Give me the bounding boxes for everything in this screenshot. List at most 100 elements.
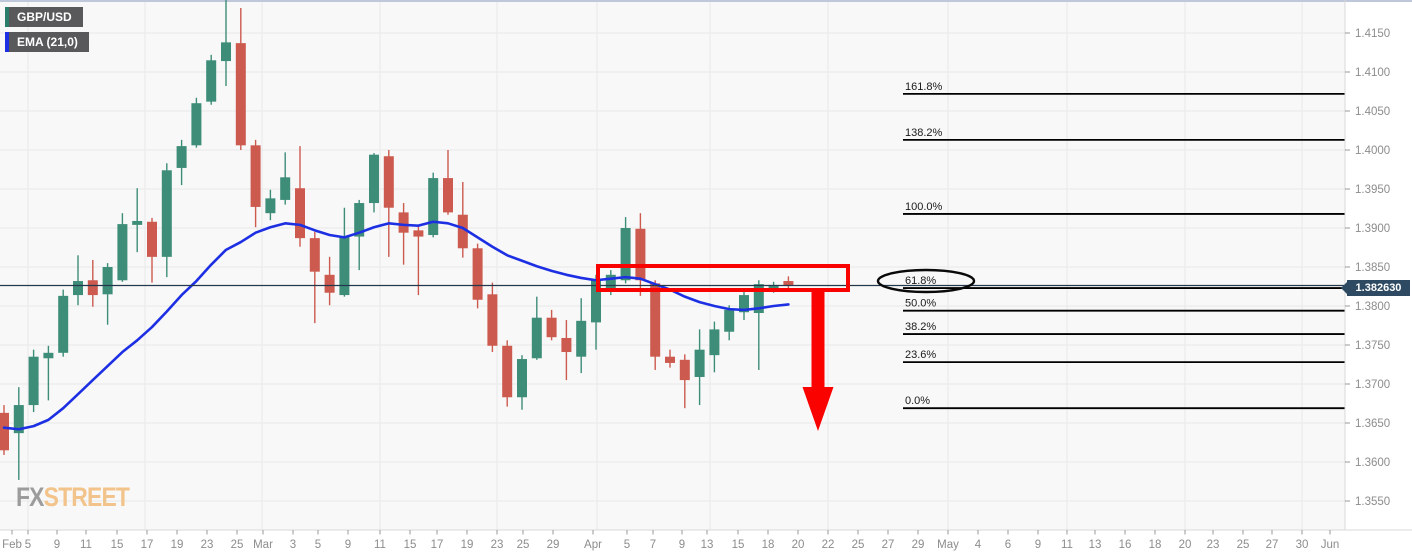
time-axis-label[interactable]: Feb	[2, 539, 22, 551]
candle	[280, 177, 291, 200]
candle	[665, 356, 675, 363]
candle	[724, 309, 735, 332]
candle	[117, 224, 128, 281]
candle	[605, 274, 616, 290]
time-axis-label[interactable]: 5	[315, 539, 321, 551]
price-axis-label[interactable]: 1.4050	[1355, 106, 1390, 118]
time-axis-label[interactable]: 23	[201, 539, 214, 551]
price-axis-label[interactable]: 1.3650	[1355, 418, 1390, 430]
fib-level-label: 50.0%	[905, 298, 936, 310]
price-axis-label[interactable]: 1.3600	[1355, 457, 1390, 469]
time-axis-label[interactable]: 20	[792, 539, 805, 551]
candle	[132, 220, 143, 225]
time-axis-label[interactable]: 17	[431, 539, 444, 551]
price-axis-label[interactable]: 1.3750	[1355, 340, 1390, 352]
candle	[221, 42, 231, 62]
price-axis-label[interactable]: 1.4000	[1355, 145, 1390, 157]
time-axis-label[interactable]: 17	[141, 539, 154, 551]
time-axis-label[interactable]: Jun	[1321, 539, 1340, 551]
time-axis-label[interactable]: May	[937, 539, 959, 551]
candle	[295, 188, 305, 239]
time-axis-label[interactable]: 11	[374, 539, 386, 551]
time-axis-label[interactable]: 25	[852, 539, 865, 551]
time-axis-label[interactable]: 19	[171, 539, 184, 551]
time-axis-label[interactable]: 20	[1179, 539, 1192, 551]
time-axis-label[interactable]: 23	[491, 539, 504, 551]
candle	[679, 359, 690, 381]
time-axis-label[interactable]: 6	[1005, 539, 1011, 551]
price-axis-label[interactable]: 1.3850	[1355, 262, 1390, 274]
candle	[620, 228, 631, 281]
symbol-badge[interactable]: GBP/USD	[5, 7, 83, 27]
candle	[0, 412, 9, 451]
time-axis-label[interactable]: 18	[1149, 539, 1162, 551]
last-price-badge: 1.382630	[1341, 280, 1410, 296]
candle	[102, 267, 113, 295]
time-axis-label[interactable]: 13	[1089, 539, 1102, 551]
candle	[383, 156, 394, 208]
time-axis-label[interactable]: 27	[1266, 539, 1279, 551]
resistance-rectangle	[596, 264, 850, 292]
price-axis-label[interactable]: 1.4100	[1355, 67, 1390, 79]
time-axis-label[interactable]: 5	[25, 539, 31, 551]
time-axis-label[interactable]: 29	[547, 539, 560, 551]
time-axis-label[interactable]: 27	[882, 539, 895, 551]
candle	[768, 284, 779, 290]
candle	[369, 154, 379, 204]
time-axis-label[interactable]: 9	[345, 539, 351, 551]
candle	[517, 359, 527, 398]
time-axis-label[interactable]: 22	[822, 539, 835, 551]
down-arrow-head	[802, 387, 834, 431]
candle	[709, 329, 720, 356]
price-axis-label[interactable]: 1.4150	[1355, 28, 1390, 40]
time-axis-label[interactable]: 19	[461, 539, 474, 551]
candle	[694, 349, 705, 377]
time-axis-label[interactable]: 15	[111, 539, 124, 551]
time-axis-label[interactable]: 30	[1296, 539, 1309, 551]
candle	[73, 281, 83, 296]
fxstreet-logo: FXSTREET	[16, 482, 130, 513]
fib-level-label: 0.0%	[905, 395, 930, 407]
time-axis-label[interactable]: 13	[701, 539, 714, 551]
candle	[413, 230, 424, 237]
time-axis-label[interactable]: 11	[80, 539, 92, 551]
price-axis-label[interactable]: 1.3900	[1355, 223, 1390, 235]
time-axis-label[interactable]: 18	[762, 539, 775, 551]
time-axis-label[interactable]: 29	[912, 539, 925, 551]
time-axis-label[interactable]: 15	[404, 539, 417, 551]
top-border	[0, 0, 1412, 2]
candle	[635, 228, 646, 281]
price-axis-label[interactable]: 1.3950	[1355, 184, 1390, 196]
candle	[87, 280, 98, 296]
indicator-badge[interactable]: EMA (21,0)	[5, 32, 89, 52]
time-axis-label[interactable]: 25	[231, 539, 244, 551]
candle	[561, 337, 572, 353]
time-axis-label[interactable]: 25	[517, 539, 530, 551]
time-axis-label[interactable]: 9	[1035, 539, 1041, 551]
time-axis-label[interactable]: 25	[1237, 539, 1250, 551]
candle	[147, 221, 157, 257]
time-axis-label[interactable]: 3	[290, 539, 296, 551]
time-axis-label[interactable]: Mar	[253, 539, 273, 551]
time-axis-label[interactable]: Apr	[584, 539, 602, 551]
price-axis-label[interactable]: 1.3550	[1355, 496, 1390, 508]
candle	[502, 345, 513, 398]
time-axis-label[interactable]: 16	[1119, 539, 1132, 551]
candle	[324, 274, 335, 293]
time-axis-label[interactable]: 7	[650, 539, 656, 551]
candle	[191, 103, 202, 146]
time-axis-label[interactable]: 4	[975, 539, 982, 551]
price-axis-label[interactable]: 1.3700	[1355, 379, 1390, 391]
time-axis-label[interactable]: 9	[54, 539, 60, 551]
fib-level-label: 61.8%	[905, 275, 936, 287]
time-axis-label[interactable]: 11	[1061, 539, 1073, 551]
candle	[443, 178, 453, 213]
time-axis-label[interactable]: 9	[679, 539, 685, 551]
time-axis-label[interactable]: 15	[732, 539, 745, 551]
price-axis-label[interactable]: 1.3800	[1355, 301, 1390, 313]
time-axis-label[interactable]: 5	[624, 539, 630, 551]
time-axis-label[interactable]: 23	[1207, 539, 1220, 551]
candle	[265, 198, 276, 214]
